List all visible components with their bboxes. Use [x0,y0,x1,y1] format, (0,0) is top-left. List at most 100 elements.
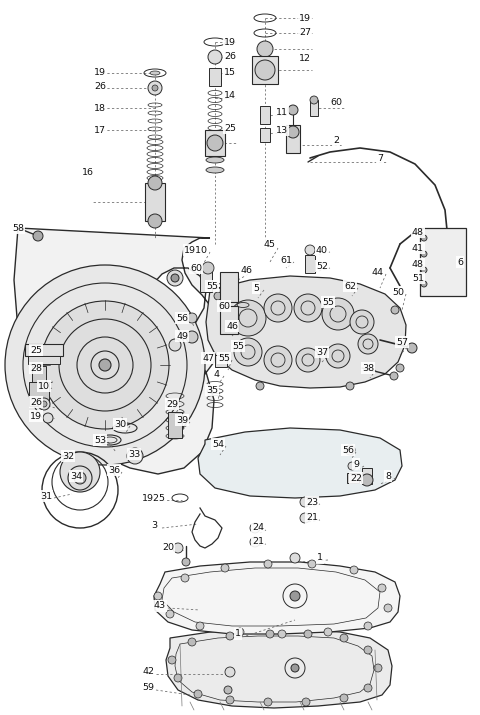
Circle shape [340,694,348,702]
Bar [252,56,278,84]
Text: 33: 33 [128,450,140,458]
Text: 45: 45 [264,240,276,249]
Text: 19: 19 [299,14,311,22]
Text: 4: 4 [213,370,219,378]
Circle shape [166,610,174,618]
Circle shape [207,135,223,151]
Text: 39: 39 [176,415,188,425]
Bar [305,255,315,273]
Circle shape [148,214,162,228]
Circle shape [308,560,316,568]
Text: 20: 20 [162,543,174,553]
Circle shape [391,306,399,314]
Circle shape [264,294,292,322]
Text: 26: 26 [224,51,236,61]
Circle shape [173,543,183,553]
Text: 57: 57 [396,337,408,347]
Circle shape [264,560,272,568]
Text: 22: 22 [350,473,362,483]
Circle shape [364,684,372,692]
Circle shape [291,664,299,672]
Circle shape [364,622,372,630]
Circle shape [255,60,275,80]
Text: 43: 43 [154,601,166,611]
Text: 55: 55 [218,353,230,363]
Text: 9: 9 [353,460,359,468]
Ellipse shape [150,71,160,75]
Bar [362,468,372,484]
Circle shape [304,630,312,638]
Circle shape [226,632,234,640]
Circle shape [208,50,222,64]
Circle shape [186,331,198,343]
Circle shape [421,251,427,257]
Circle shape [236,628,244,636]
Circle shape [264,698,272,706]
Circle shape [171,274,179,282]
Text: 8: 8 [385,471,391,480]
Circle shape [152,85,158,91]
Text: 25: 25 [30,345,42,355]
Circle shape [421,235,427,241]
Text: 12: 12 [299,54,311,62]
Bar [260,106,270,124]
Text: 58: 58 [12,224,24,232]
Circle shape [167,270,183,286]
Text: 1925: 1925 [142,493,166,503]
Circle shape [169,339,181,351]
Circle shape [202,262,214,274]
Circle shape [361,474,373,486]
Circle shape [348,462,356,470]
Text: 41: 41 [412,244,424,252]
Circle shape [154,592,162,600]
Circle shape [257,41,273,57]
Bar [215,355,227,367]
Bar [32,366,46,388]
Circle shape [322,298,354,330]
Text: 49: 49 [176,332,188,340]
Circle shape [421,281,427,287]
Text: 44: 44 [372,267,384,277]
Circle shape [127,448,143,464]
Text: 19: 19 [94,67,106,77]
Ellipse shape [206,157,224,163]
Circle shape [256,382,264,390]
Text: 32: 32 [62,451,74,460]
Circle shape [174,674,182,682]
Circle shape [148,176,162,190]
Bar [25,344,63,356]
Circle shape [68,466,92,490]
Circle shape [60,452,100,492]
Text: 1: 1 [317,553,323,563]
Polygon shape [14,228,218,474]
Circle shape [188,638,196,646]
Circle shape [378,584,386,592]
Text: 60: 60 [330,97,342,107]
Circle shape [294,294,322,322]
Circle shape [350,310,374,334]
Circle shape [305,245,315,255]
Circle shape [214,292,222,300]
Text: 52: 52 [316,262,328,270]
Text: 21: 21 [252,538,264,546]
Text: 19: 19 [30,412,42,420]
Circle shape [148,81,162,95]
Circle shape [41,301,169,429]
Circle shape [226,696,234,704]
Circle shape [225,667,235,677]
Circle shape [224,686,232,694]
Circle shape [5,265,205,465]
Bar [220,306,238,334]
Text: 36: 36 [108,465,120,475]
Circle shape [287,126,299,138]
Text: 29: 29 [166,400,178,408]
Text: 24: 24 [252,523,264,533]
Polygon shape [198,428,402,498]
Text: 11: 11 [276,107,288,117]
Circle shape [288,105,298,115]
Circle shape [350,566,358,574]
Text: 46: 46 [240,265,252,275]
Text: 37: 37 [316,347,328,357]
Text: 1910: 1910 [184,245,208,255]
Circle shape [278,630,286,638]
